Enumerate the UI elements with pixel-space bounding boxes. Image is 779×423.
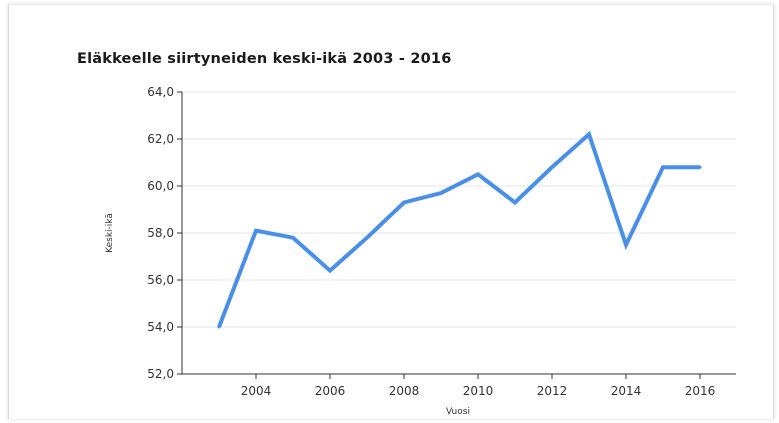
data-point: [328, 269, 332, 273]
x-tick-label: 2016: [685, 384, 716, 398]
data-point: [661, 165, 665, 169]
gridlines: [182, 91, 736, 328]
x-ticks: 2004 2006 2008 2010 2012 2014 2016: [241, 374, 716, 398]
data-point: [513, 200, 517, 204]
y-ticks: 52,0 54,0 56,0 58,0 60,0 62,0 64,0: [147, 85, 182, 381]
data-point: [439, 191, 443, 195]
y-tick-label: 52,0: [147, 367, 174, 381]
data-point: [476, 172, 480, 176]
chart-panel: [8, 4, 774, 419]
data-point: [624, 243, 628, 247]
series-group: [217, 130, 702, 329]
y-axis-label: Keski-ikä: [105, 213, 115, 253]
data-point: [402, 200, 406, 204]
chart-title: Eläkkeelle siirtyneiden keski-ikä 2003 -…: [77, 51, 452, 67]
y-tick-label: 54,0: [147, 320, 174, 334]
x-tick-label: 2004: [241, 384, 272, 398]
data-point: [365, 236, 369, 240]
data-point: [698, 165, 702, 169]
data-point: [291, 236, 295, 240]
x-axis-label: Vuosi: [446, 407, 470, 417]
x-tick-label: 2012: [537, 384, 568, 398]
y-tick-label: 56,0: [147, 273, 174, 287]
data-point: [550, 165, 554, 169]
series-line: [217, 130, 700, 328]
data-point: [254, 229, 258, 233]
x-tick-label: 2014: [611, 384, 642, 398]
x-tick-label: 2008: [389, 384, 420, 398]
y-tick-label: 64,0: [147, 85, 174, 99]
x-tick-label: 2006: [315, 384, 346, 398]
x-tick-label: 2010: [463, 384, 494, 398]
y-tick-label: 62,0: [147, 132, 174, 146]
data-point: [217, 325, 221, 329]
y-tick-label: 60,0: [147, 179, 174, 193]
data-point: [587, 132, 591, 136]
y-tick-label: 58,0: [147, 226, 174, 240]
